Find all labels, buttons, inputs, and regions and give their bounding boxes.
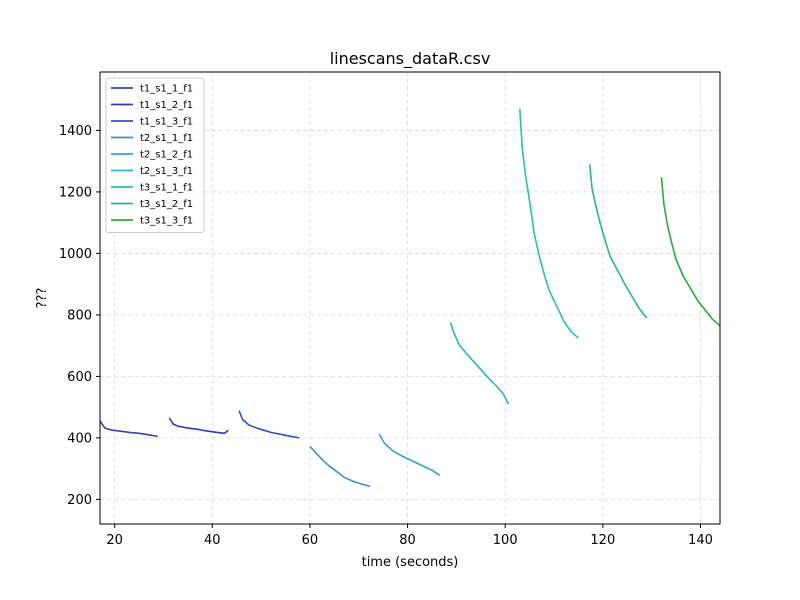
series-line-t2_s1_3_f1 [449, 322, 510, 405]
series-line-t3_s1_3_f1 [660, 177, 721, 327]
series-line-t2_s1_2_f1 [378, 433, 441, 477]
legend-label: t2_s1_2_f1 [140, 150, 193, 161]
y-tick-label: 600 [67, 370, 92, 385]
x-tick-label: 20 [106, 533, 123, 548]
chart-title: linescans_dataR.csv [330, 49, 491, 69]
series-line-t1_s1_2_f1 [168, 417, 229, 435]
x-tick-label: 140 [688, 533, 713, 548]
x-axis-label: time (seconds) [362, 555, 459, 570]
y-tick-label: 800 [67, 308, 92, 323]
series-lines [99, 108, 721, 488]
y-tick-label: 1200 [59, 185, 92, 200]
series-line-t3_s1_1_f1 [519, 108, 579, 339]
legend: t1_s1_1_f1 t1_s1_2_f1 t1_s1_3_f1 t2_s1_1_f1… [105, 77, 205, 233]
x-tick-label: 40 [204, 533, 221, 548]
y-axis-label: ??? [35, 288, 50, 309]
plot-frame [99, 71, 721, 525]
y-tick-label: 400 [67, 431, 92, 446]
x-tick-label: 100 [493, 533, 518, 548]
y-tick-label: 1400 [59, 124, 92, 139]
legend-label: t1_s1_2_f1 [140, 100, 193, 111]
series-line-t2_s1_1_f1 [309, 445, 371, 488]
legend-label: t2_s1_1_f1 [140, 133, 193, 144]
y-tick-label: 200 [67, 493, 92, 508]
grid [100, 72, 720, 524]
series-line-t1_s1_3_f1 [238, 410, 300, 439]
legend-label: t3_s1_2_f1 [140, 199, 193, 210]
legend-label: t3_s1_3_f1 [140, 216, 193, 227]
y-tick-label: 1000 [59, 247, 92, 262]
series-line-t1_s1_1_f1 [99, 420, 158, 438]
series-line-t3_s1_2_f1 [588, 164, 648, 319]
x-tick-label: 120 [590, 533, 615, 548]
legend-label: t2_s1_3_f1 [140, 166, 193, 177]
x-tick-label: 60 [302, 533, 319, 548]
legend-label: t3_s1_1_f1 [140, 183, 193, 194]
legend-label: t1_s1_3_f1 [140, 117, 193, 128]
x-tick-label: 80 [399, 533, 416, 548]
legend-box [105, 77, 205, 233]
axis-ticks: 20 40 60 80 100 120 140 200 400 600 800 1000 1200 140… [59, 124, 713, 548]
legend-label: t1_s1_1_f1 [140, 84, 193, 95]
